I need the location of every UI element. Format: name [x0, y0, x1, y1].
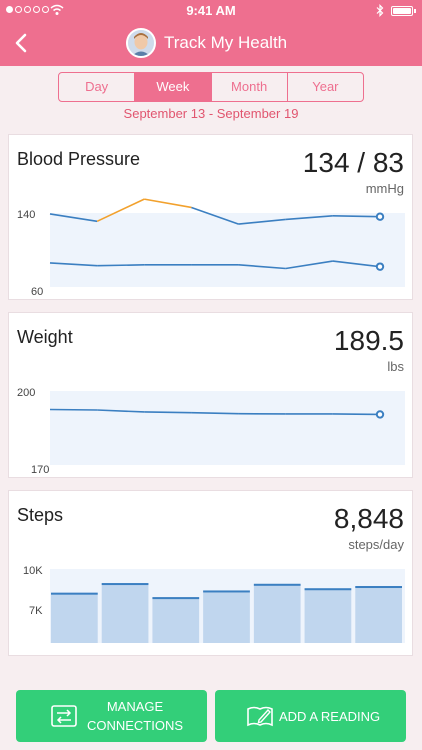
steps-bar-cap	[355, 586, 402, 589]
period-tabs: Day Week Month Year	[58, 72, 364, 102]
last-point-marker	[375, 410, 385, 419]
card-title: Steps	[17, 505, 64, 525]
status-time: 9:41 AM	[186, 3, 236, 18]
chart-plot-band	[50, 213, 405, 287]
manage-label-line1: MANAGE	[106, 699, 164, 714]
weight-card[interactable]: Weight 189.5 lbs 200 170	[8, 312, 413, 478]
series-line-segment	[332, 260, 381, 268]
y-tick-label: 60	[31, 286, 43, 298]
series-line-segment	[238, 264, 286, 270]
tab-year[interactable]: Year	[312, 79, 339, 94]
series-line-segment	[96, 198, 145, 223]
steps-bar	[152, 597, 200, 643]
blood-pressure-card[interactable]: Blood Pressure 134 / 83 mmHg 140 60	[8, 134, 413, 300]
steps-bar-cap	[152, 597, 200, 600]
steps-bar-cap	[101, 583, 149, 586]
y-tick-label: 7K	[29, 605, 43, 617]
last-point-marker	[375, 212, 385, 221]
steps-bar	[304, 588, 352, 643]
series-line-segment	[191, 411, 239, 415]
tab-day[interactable]: Day	[59, 73, 136, 101]
y-tick-label: 10K	[23, 565, 43, 577]
add-reading-button[interactable]: ADD A READING	[215, 690, 406, 742]
card-title: Weight	[17, 327, 73, 347]
series-line-segment	[191, 206, 239, 225]
card-title: Blood Pressure	[17, 149, 141, 169]
steps-bar	[101, 583, 149, 643]
series-line-segment	[97, 409, 145, 413]
manage-label-line2: CONNECTIONS	[86, 718, 184, 733]
signal-icon	[6, 6, 49, 13]
bluetooth-icon	[376, 4, 384, 17]
steps-chart: 10K 7K	[23, 565, 405, 643]
back-icon[interactable]	[12, 33, 32, 53]
series-line-segment	[49, 213, 98, 223]
tab-month[interactable]: Month	[212, 73, 288, 101]
steps-bar	[355, 586, 402, 643]
tab-week[interactable]: Week	[135, 73, 212, 101]
wifi-icon	[50, 4, 64, 15]
date-range: September 13 - September 19	[123, 106, 299, 121]
blood-pressure-chart: 140 60	[17, 198, 405, 298]
series-line-segment	[238, 218, 286, 225]
card-unit: steps/day	[348, 537, 404, 552]
manage-connections-button[interactable]: MANAGE CONNECTIONS	[16, 690, 207, 742]
card-unit: lbs	[387, 359, 404, 374]
card-unit: mmHg	[365, 181, 404, 196]
add-reading-label: ADD A READING	[279, 708, 381, 724]
chart-plot-band	[50, 391, 405, 465]
status-bar: 9:41 AM	[0, 0, 422, 22]
y-tick-label: 200	[17, 387, 35, 399]
app-header: 9:41 AM Track My Health	[0, 0, 422, 66]
page-title: Track My Health	[164, 33, 288, 52]
last-point-marker	[375, 262, 385, 271]
connections-icon	[51, 705, 77, 727]
weight-chart: 200 170	[17, 387, 405, 476]
series-line-segment	[285, 214, 333, 221]
series-line-segment	[97, 264, 145, 267]
steps-bar-cap	[51, 592, 98, 595]
y-tick-label: 170	[31, 464, 49, 476]
steps-bar	[203, 590, 250, 643]
card-value: 8,848	[333, 503, 404, 534]
steps-card[interactable]: Steps 8,848 steps/day 10K 7K	[8, 490, 413, 656]
steps-bar	[51, 592, 98, 643]
battery-icon	[391, 6, 413, 16]
edit-note-icon	[247, 706, 273, 727]
series-line-segment	[285, 260, 333, 270]
y-tick-label: 140	[17, 209, 35, 221]
card-value: 134 / 83	[302, 147, 404, 178]
series-line-segment	[144, 198, 192, 209]
steps-bar-cap	[203, 590, 250, 593]
card-value: 189.5	[333, 325, 404, 356]
steps-bar	[253, 583, 301, 643]
steps-bar-cap	[304, 588, 352, 591]
avatar[interactable]	[126, 28, 156, 58]
series-line-segment	[144, 411, 192, 414]
series-line-segment	[49, 262, 98, 267]
steps-bar-cap	[253, 583, 301, 586]
user-avatar-icon	[128, 30, 154, 56]
series-line-segment	[332, 214, 381, 218]
